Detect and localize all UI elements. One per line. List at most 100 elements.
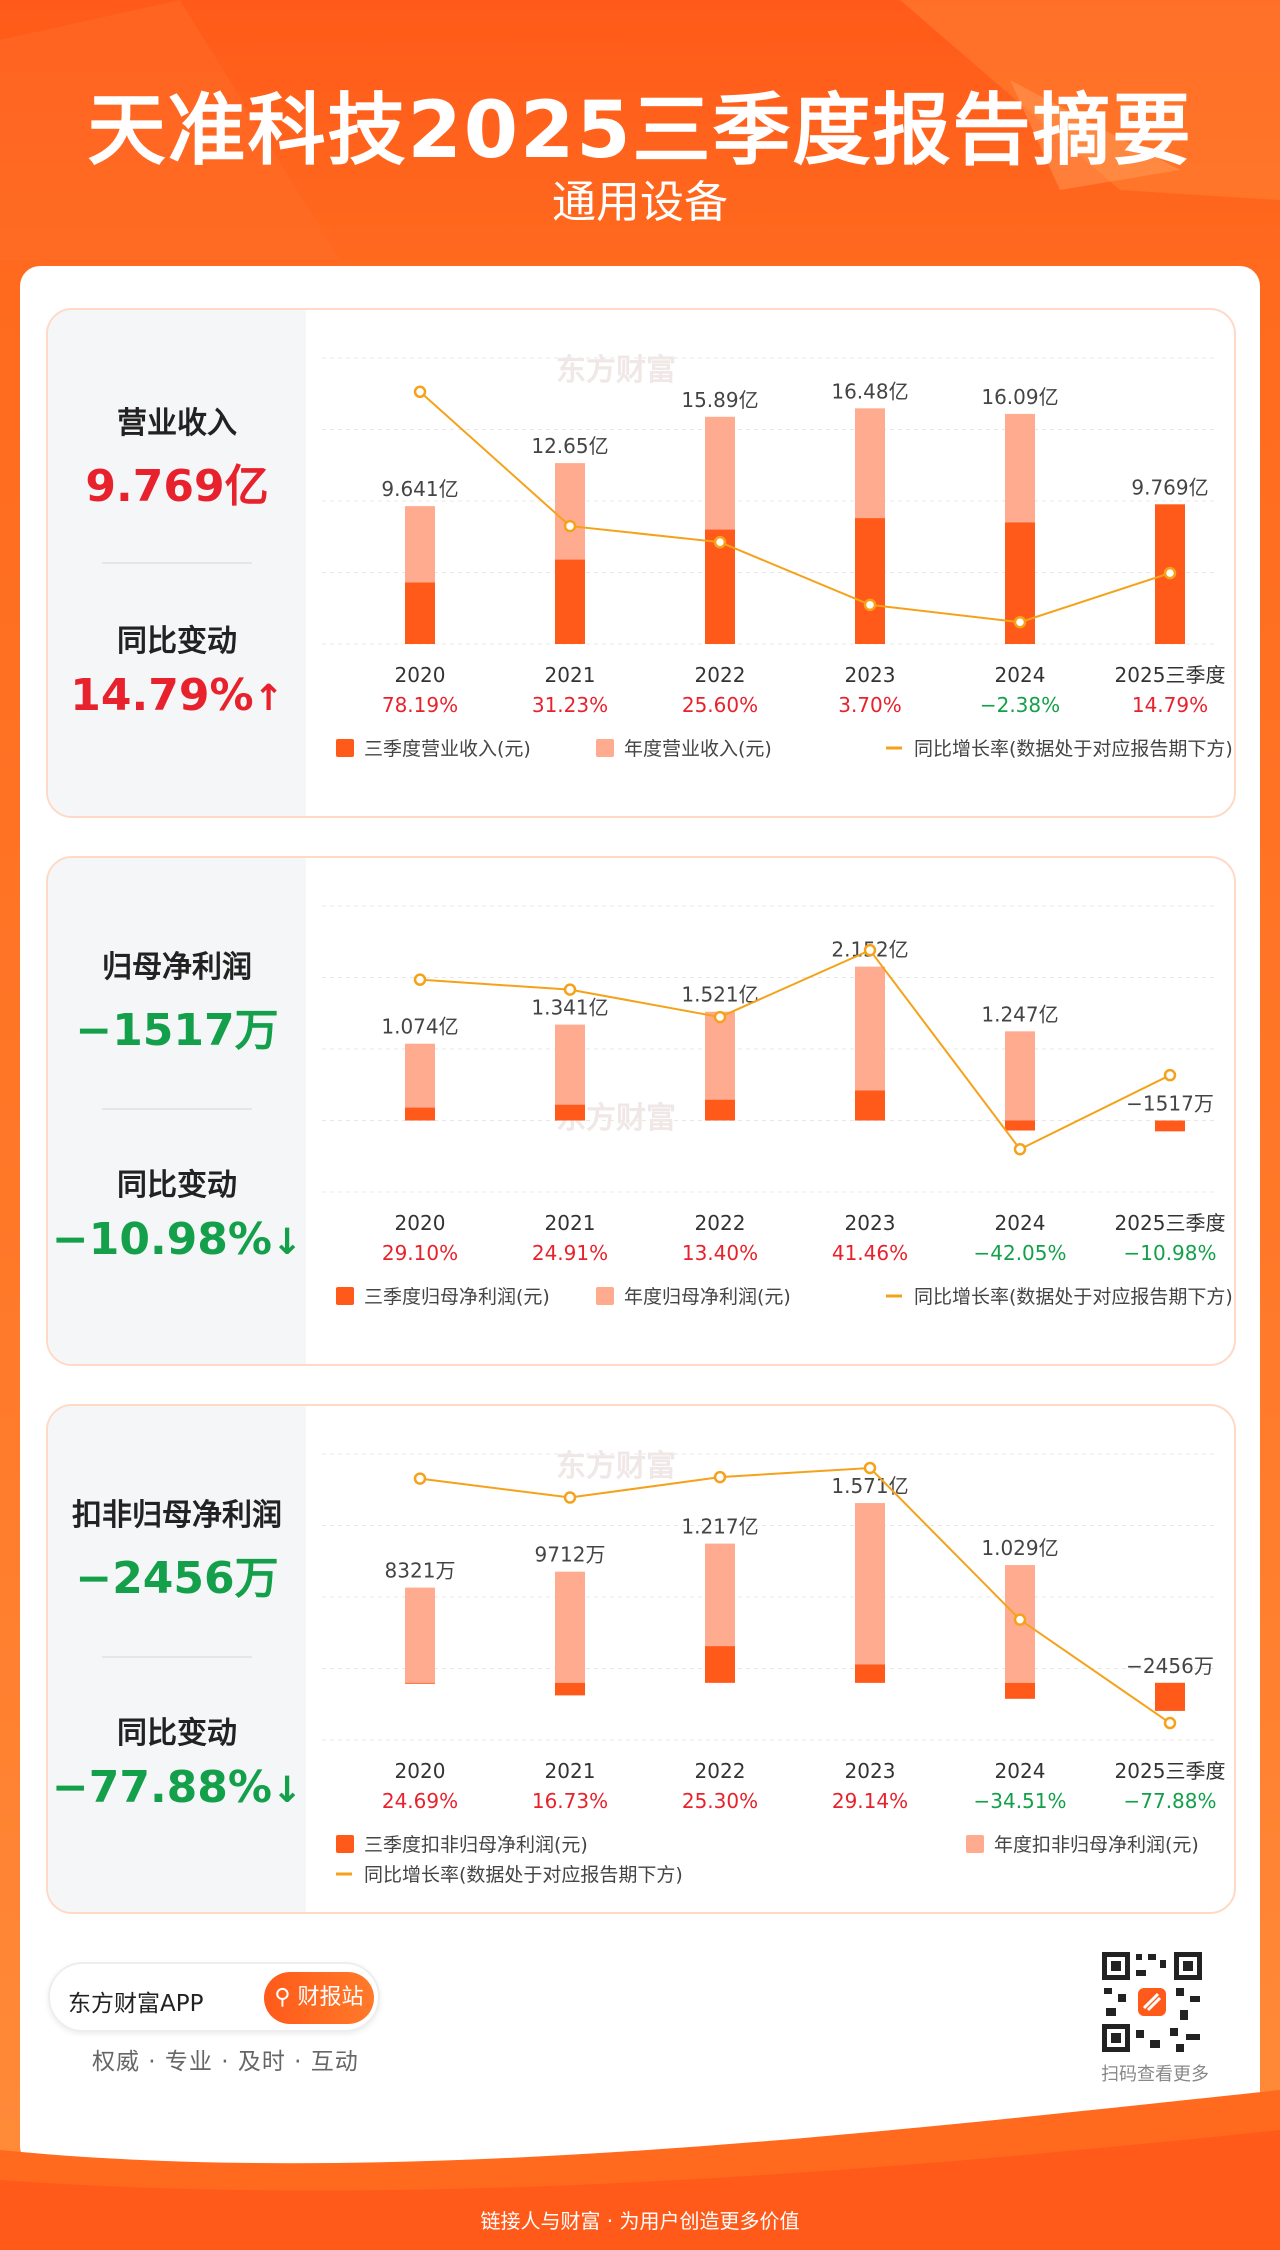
bar-value-label: 15.89亿 <box>681 388 758 412</box>
annual-bar <box>405 1587 435 1683</box>
annual-bar <box>1005 1031 1035 1121</box>
divider <box>102 1656 252 1658</box>
change-value-row: −10.98%↓ <box>48 1214 306 1265</box>
divider <box>102 1108 252 1110</box>
growth-rate-label: 25.60% <box>682 693 758 717</box>
category-label: 2021 <box>545 1759 596 1783</box>
legend-label: 三季度扣非归母净利润(元) <box>364 1834 588 1856</box>
app-pill[interactable]: 东方财富APP ⚲ 财报站 <box>48 1962 380 2032</box>
q3-bar <box>705 529 735 644</box>
change-value: −77.88% <box>51 1762 272 1813</box>
category-label: 2021 <box>545 1211 596 1235</box>
growth-point <box>1163 566 1177 580</box>
qr-code[interactable] <box>1100 1950 1204 2054</box>
report-station-label: 财报站 <box>297 1985 364 2010</box>
change-label: 同比变动 <box>117 1168 237 1203</box>
q3-bar <box>705 1646 735 1683</box>
category-label: 2024 <box>995 1759 1046 1783</box>
legend-label: 年度归母净利润(元) <box>624 1286 791 1308</box>
growth-point <box>863 943 877 957</box>
growth-rate-label: 25.30% <box>682 1789 758 1813</box>
growth-rate-label: 24.69% <box>382 1789 458 1813</box>
change-label: 同比变动 <box>117 1716 237 1751</box>
growth-point <box>413 385 427 399</box>
watermark: 东方财富 <box>556 1449 676 1484</box>
category-label: 2024 <box>995 1211 1046 1235</box>
deducted-profit-chart: 东方财富 8321万 2020 24.69% 9712万 2021 16.73% 1.217亿… <box>322 1449 1226 1886</box>
watermark: 东方财富 <box>556 353 676 388</box>
footer-slogan: 链接人与财富 · 为用户创造更多价值 <box>480 2209 800 2233</box>
growth-rate-label: −34.51% <box>973 1789 1066 1813</box>
growth-rate-label: 29.10% <box>382 1241 458 1265</box>
annual-bar <box>855 1503 885 1683</box>
growth-rate-label: 24.91% <box>532 1241 608 1265</box>
bar-value-label: 1.247亿 <box>981 1002 1058 1026</box>
growth-point <box>1013 1142 1027 1156</box>
category-label: 2020 <box>395 1759 446 1783</box>
q3-bar <box>405 582 435 644</box>
growth-point <box>563 983 577 996</box>
growth-point <box>413 973 427 986</box>
net-profit-summary: 归母净利润 −1517万 同比变动 −10.98%↓ <box>48 858 306 1364</box>
growth-point <box>713 1010 727 1024</box>
change-value: 14.79% <box>70 670 254 721</box>
growth-rate-label: −10.98% <box>1123 1241 1216 1265</box>
net-profit-card: 归母净利润 −1517万 同比变动 −10.98%↓ 东方财富 1.074亿 202… <box>46 856 1236 1366</box>
growth-rate-label: −42.05% <box>973 1241 1066 1265</box>
annual-bar <box>555 1024 585 1121</box>
app-name: 东方财富APP <box>68 1991 204 2017</box>
legend-label: 三季度营业收入(元) <box>364 738 531 760</box>
growth-line <box>419 948 1171 1151</box>
growth-rate-label: 78.19% <box>382 693 458 717</box>
legend-swatch <box>966 1835 984 1853</box>
revenue-chart: 东方财富 9.641亿 2020 78.19% 12.65亿 2021 31.23% 15.8… <box>322 353 1233 760</box>
bar-value-label: 16.09亿 <box>981 385 1058 409</box>
growth-rate-label: 29.14% <box>832 1789 908 1813</box>
bottom-wave <box>0 2090 1280 2250</box>
change-value: −10.98% <box>51 1214 272 1265</box>
arrow-down-icon: ↓ <box>271 1770 303 1811</box>
bar-value-label: 1.521亿 <box>681 983 758 1007</box>
report-station-button[interactable]: ⚲ 财报站 <box>264 1972 374 2024</box>
category-label: 2024 <box>995 663 1046 687</box>
legend-swatch <box>596 739 614 757</box>
growth-point <box>713 535 727 549</box>
q3-bar <box>405 1682 435 1684</box>
q3-bar <box>705 1099 735 1121</box>
metric-label: 归母净利润 <box>102 950 252 985</box>
growth-line <box>419 1466 1171 1724</box>
legend-swatch <box>596 1287 614 1305</box>
growth-point <box>713 1470 727 1484</box>
category-label: 2025三季度 <box>1115 1759 1226 1783</box>
legend-swatch <box>336 1835 354 1853</box>
q3-bar <box>855 1664 885 1683</box>
category-label: 2025三季度 <box>1115 1211 1226 1235</box>
bar-value-label: 9.641亿 <box>381 477 458 501</box>
legend-label: 三季度归母净利润(元) <box>364 1286 550 1308</box>
arrow-down-icon: ↓ <box>271 1222 303 1263</box>
growth-rate-label: 13.40% <box>682 1241 758 1265</box>
q3-bar <box>555 559 585 644</box>
bar-value-label: 9.769亿 <box>1131 475 1208 499</box>
category-label: 2020 <box>395 663 446 687</box>
deducted-profit-card: 扣非归母净利润 −2456万 同比变动 −77.88%↓ 东方财富 8321万 20… <box>46 1404 1236 1914</box>
growth-line <box>419 391 1171 624</box>
legend-swatch <box>336 739 354 757</box>
category-label: 2021 <box>545 663 596 687</box>
q3-bar <box>1155 1682 1185 1711</box>
annual-bar <box>555 1571 585 1683</box>
category-label: 2025三季度 <box>1115 663 1226 687</box>
legend-swatch <box>336 1287 354 1305</box>
growth-point <box>563 519 577 533</box>
metric-value: −1517万 <box>75 1005 279 1056</box>
growth-point <box>1013 615 1027 629</box>
bar-value-label: 9712万 <box>535 1543 606 1567</box>
category-label: 2022 <box>695 1759 746 1783</box>
q3-bar <box>555 1104 585 1121</box>
net-profit-chart: 东方财富1.074亿202029.10%1.341亿202124.91%1.52… <box>322 905 1233 1308</box>
category-label: 2023 <box>845 1211 896 1235</box>
tagline: 权威 · 专业 · 及时 · 互动 <box>92 2049 359 2075</box>
report-sheet: 营业收入 9.769亿 同比变动 14.79%↑ 东方财富 9.641亿 2020 7… <box>20 266 1260 2166</box>
bar-value-label: 1.029亿 <box>981 1536 1058 1560</box>
q3-bar <box>855 1090 885 1121</box>
